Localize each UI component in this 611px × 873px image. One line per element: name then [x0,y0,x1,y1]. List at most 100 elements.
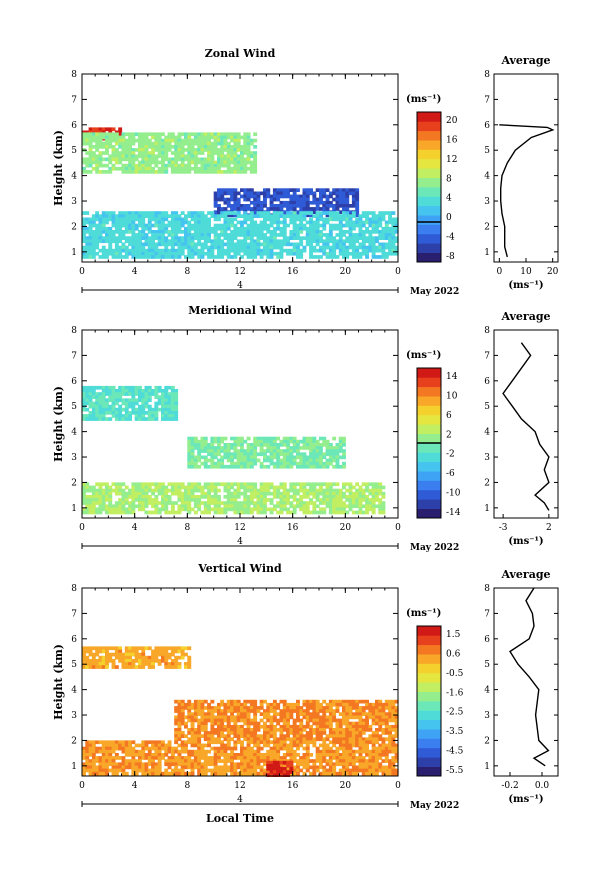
heatmap-cell [144,166,149,171]
heatmap-cell [134,498,139,502]
y-axis-label: Height (km) [52,130,65,206]
heatmap-cell [276,211,281,215]
heatmap-cell [289,482,294,487]
heatmap-cell [131,236,136,240]
heatmap-cell [111,749,116,754]
heatmap-cell [170,649,175,654]
heatmap-cell [190,458,195,463]
heatmap-cell [187,662,192,666]
heatmap-cell [276,718,281,723]
heatmap-cell [391,248,396,253]
heatmap-cell [161,652,165,657]
heatmap-cell [236,452,241,457]
heatmap-cell [233,230,238,234]
heatmap-cell [184,245,188,250]
heatmap-cell [256,495,261,499]
heatmap-cell [282,458,287,463]
heatmap-cell [378,709,383,713]
x-tick-label: 0 [395,523,401,533]
heatmap-cell [243,485,248,490]
heatmap-cell [121,662,126,666]
heatmap-cell [365,501,369,505]
heatmap-cell [256,245,261,250]
heatmap-cell [138,233,142,237]
heatmap-cell [131,211,136,215]
heatmap-cell [200,488,205,493]
heatmap-cell [108,248,113,253]
heatmap-cell [269,207,274,211]
heatmap-cell [309,458,313,463]
heatmap-cell [134,389,139,393]
heatmap-cell [141,166,146,171]
heatmap-cell [259,452,264,457]
heatmap-cell [309,724,313,729]
heatmap-cell [246,731,251,735]
heatmap-cell [286,214,290,218]
heatmap-cell [263,197,267,202]
heatmap-cell [105,148,109,152]
heatmap-cell [200,163,205,168]
heatmap-cell [114,501,119,505]
heatmap-cell [174,170,179,174]
heatmap-cell [272,488,277,493]
heatmap-cell [105,659,109,663]
heatmap-cell [325,485,330,490]
heatmap-cell [384,702,389,707]
heatmap-cell [131,411,136,415]
heatmap-cell [253,449,258,453]
heatmap-cell [240,248,244,253]
heatmap-cell [217,706,221,710]
heatmap-cell [296,230,300,234]
heatmap-cell [289,436,294,441]
heatmap-cell [226,728,231,732]
heatmap-cell [240,207,244,211]
heatmap-cell [263,248,267,253]
heatmap-cell [128,753,132,757]
heatmap-cell [82,510,86,515]
heatmap-cell [276,464,281,469]
heatmap-cell [121,230,126,234]
heatmap-cell [161,488,165,493]
heatmap-cell [240,157,244,162]
heatmap-cell [309,220,313,225]
heatmap-cell [342,464,346,469]
heatmap-cell [276,220,281,225]
heatmap-cell [164,255,169,259]
heatmap-cell [256,734,261,738]
heatmap-cell [91,652,96,657]
heatmap-cell [108,746,113,751]
heatmap-cell [312,210,317,214]
heatmap-cell [164,414,169,418]
heatmap-cell [226,160,231,165]
heatmap-cell [302,188,307,192]
heatmap-cell [118,649,123,654]
heatmap-cell [236,242,241,247]
heatmap-cell [233,233,238,237]
heatmap-cell [118,411,123,415]
heatmap-cell [335,233,340,237]
heatmap-cell [114,223,119,228]
heatmap-cell [134,245,139,250]
heatmap-cell [335,446,340,450]
heatmap-cell [394,223,399,228]
y-tick-label: 2 [71,478,77,488]
heatmap-cell [114,141,119,146]
heatmap-cell [269,255,274,259]
heatmap-cell [292,233,297,237]
heatmap-cell [312,236,317,240]
heatmap-cell [217,135,221,140]
heatmap-cell [157,166,162,171]
heatmap-cell [157,251,162,256]
heatmap-cell [246,699,251,704]
heatmap-cell [131,163,136,168]
heatmap-cell [144,160,149,165]
heatmap-cell [351,491,356,496]
heatmap-cell [121,214,126,218]
colorbar-segment [417,405,441,416]
heatmap-cell [328,501,333,505]
heatmap-cell [177,734,182,738]
heatmap-cell [378,702,383,707]
heatmap-cell [368,242,373,247]
heatmap-cell [335,488,340,493]
heatmap-cell [210,706,215,710]
